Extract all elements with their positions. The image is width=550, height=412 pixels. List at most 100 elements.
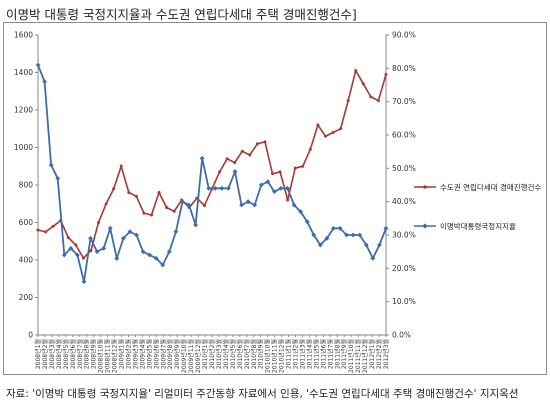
- approval-rating-point: [239, 202, 244, 208]
- right-tick-label: 0.0%: [392, 331, 411, 340]
- approval-rating-point: [337, 225, 343, 231]
- approval-rating-point: [120, 235, 126, 241]
- approval-rating-point: [212, 185, 218, 191]
- auction-count-point: [271, 172, 275, 176]
- auction-count-point: [202, 204, 206, 208]
- x-tick-label: 2010년1월: [201, 339, 209, 369]
- auction-count-point: [81, 256, 85, 260]
- x-tick-label: 2008년1월: [34, 339, 42, 369]
- approval-rating-point: [107, 225, 113, 231]
- approval-rating-point: [193, 222, 198, 228]
- auction-count-point: [331, 131, 335, 134]
- approval-rating-point: [357, 232, 363, 238]
- approval-rating-point: [370, 255, 376, 261]
- legend-marker-icon: [423, 185, 427, 189]
- page-title: 이명박 대통령 국정지지율과 수도권 연립다세대 주택 경매진행건수]: [6, 7, 357, 22]
- approval-rating-point: [68, 245, 74, 251]
- auction-count-series: [36, 68, 388, 260]
- approval-rating-point: [298, 209, 304, 215]
- x-tick-label: 2009년9월: [173, 339, 181, 369]
- auction-count-point: [165, 206, 169, 209]
- left-tick-label: 1000: [14, 143, 33, 152]
- x-tick-label: 2010년9월: [257, 339, 265, 369]
- x-tick-label: 2010년11월: [271, 339, 279, 373]
- x-tick-label: 2009년1월: [118, 339, 126, 369]
- right-tick-label: 40.0%: [392, 197, 416, 206]
- auction-count-point: [248, 153, 252, 157]
- approval-rating-point: [140, 249, 146, 255]
- approval-rating-point: [245, 199, 251, 205]
- approval-rating-point: [252, 202, 258, 208]
- auction-count-point: [157, 191, 161, 194]
- source-note: 자료: '이명박 대통령 국정지지율' 리얼미터 주간동향 자료에서 인용, '…: [6, 388, 519, 400]
- legend-label: 수도권 연립다세대 경매진행건수: [440, 182, 541, 192]
- approval-rating-point: [285, 185, 290, 191]
- auction-count-point: [263, 140, 267, 144]
- approval-rating-point: [199, 155, 205, 161]
- x-tick-label: 2011년12월: [361, 339, 369, 373]
- approval-rating-point: [278, 185, 284, 191]
- approval-rating-point: [219, 185, 225, 191]
- auction-count-point: [89, 249, 93, 253]
- x-tick-label: 2008년6월: [69, 339, 77, 369]
- auction-count-point: [339, 127, 343, 131]
- auction-count-point: [323, 134, 327, 138]
- approval-rating-point: [265, 179, 271, 185]
- approval-rating-point: [127, 229, 133, 235]
- x-tick-label: 2009년12월: [194, 339, 202, 373]
- x-tick-label: 2012년2월: [375, 339, 383, 369]
- approval-rating-point: [180, 199, 185, 205]
- approval-rating-point: [317, 242, 323, 248]
- auction-count-point: [97, 221, 101, 224]
- auction-count-point: [218, 170, 222, 174]
- approval-rating-point: [134, 232, 139, 238]
- right-tick-label: 30.0%: [392, 231, 416, 240]
- approval-rating-point: [48, 162, 54, 168]
- x-tick-label: 2008년11월: [104, 339, 112, 373]
- auction-count-point: [255, 142, 259, 146]
- x-tick-label: 2011년2월: [292, 339, 300, 369]
- approval-rating-point: [226, 185, 231, 191]
- legend-label: 이명박대통령국정지지율: [440, 221, 516, 231]
- auction-count-point: [142, 211, 146, 215]
- auction-count-point: [104, 202, 108, 206]
- approval-rating-point: [311, 232, 317, 238]
- auction-count-point: [134, 194, 138, 198]
- x-tick-label: 2010년2월: [208, 339, 216, 369]
- approval-rating-point: [350, 232, 356, 238]
- approval-rating-point: [186, 202, 192, 208]
- x-tick-label: 2009년3월: [131, 339, 139, 369]
- x-tick-label: 2008년9월: [90, 339, 98, 369]
- left-tick-label: 1400: [14, 68, 33, 77]
- approval-rating-point: [377, 242, 382, 248]
- approval-rating-point: [304, 219, 310, 225]
- approval-rating-point: [35, 62, 41, 68]
- x-tick-label: 2011년9월: [340, 339, 348, 369]
- x-tick-label: 2010년5월: [229, 339, 237, 369]
- x-tick-label: 2008년3월: [48, 339, 56, 369]
- x-tick-label: 2010년7월: [243, 339, 251, 369]
- left-tick-label: 200: [19, 293, 34, 302]
- approval-rating-point: [101, 245, 107, 251]
- right-tick-label: 60.0%: [392, 131, 416, 140]
- auction-count-point: [286, 198, 290, 202]
- auction-count-point: [112, 187, 116, 191]
- approval-rating-point: [291, 202, 297, 208]
- right-tick-label: 10.0%: [392, 297, 416, 306]
- x-tick-label: 2010년6월: [236, 339, 244, 369]
- auction-count-point: [172, 209, 176, 213]
- auction-count-point: [316, 123, 320, 127]
- legend-marker-icon: [422, 223, 428, 229]
- left-tick-label: 800: [19, 181, 34, 190]
- x-tick-label: 2009년10월: [180, 339, 188, 373]
- x-tick-label: 2009년5월: [145, 339, 153, 369]
- approval-rating-point: [88, 235, 93, 241]
- x-tick-label: 2010년10월: [264, 339, 272, 373]
- right-tick-label: 90.0%: [392, 31, 416, 40]
- right-tick-label: 80.0%: [392, 64, 416, 73]
- auction-count-point: [376, 99, 380, 103]
- right-tick-label: 70.0%: [392, 97, 416, 106]
- x-tick-label: 2009년8월: [166, 339, 174, 369]
- auction-count-point: [225, 157, 229, 161]
- series: [35, 62, 389, 285]
